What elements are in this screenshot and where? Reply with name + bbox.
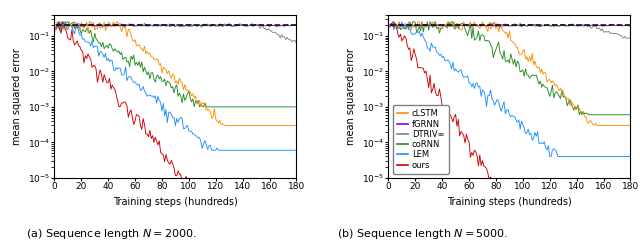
Text: (a) Sequence length $N = 2000$.: (a) Sequence length $N = 2000$.: [26, 227, 198, 241]
Legend: cLSTM, fGRNN, DTRIV∞, coRNN, LEM, ours: cLSTM, fGRNN, DTRIV∞, coRNN, LEM, ours: [392, 105, 449, 174]
X-axis label: Training steps (hundreds): Training steps (hundreds): [113, 197, 238, 207]
Text: (b) Sequence length $N = 5000$.: (b) Sequence length $N = 5000$.: [337, 227, 508, 241]
Y-axis label: mean squared error: mean squared error: [12, 48, 22, 145]
X-axis label: Training steps (hundreds): Training steps (hundreds): [447, 197, 572, 207]
Y-axis label: mean squared error: mean squared error: [346, 48, 356, 145]
